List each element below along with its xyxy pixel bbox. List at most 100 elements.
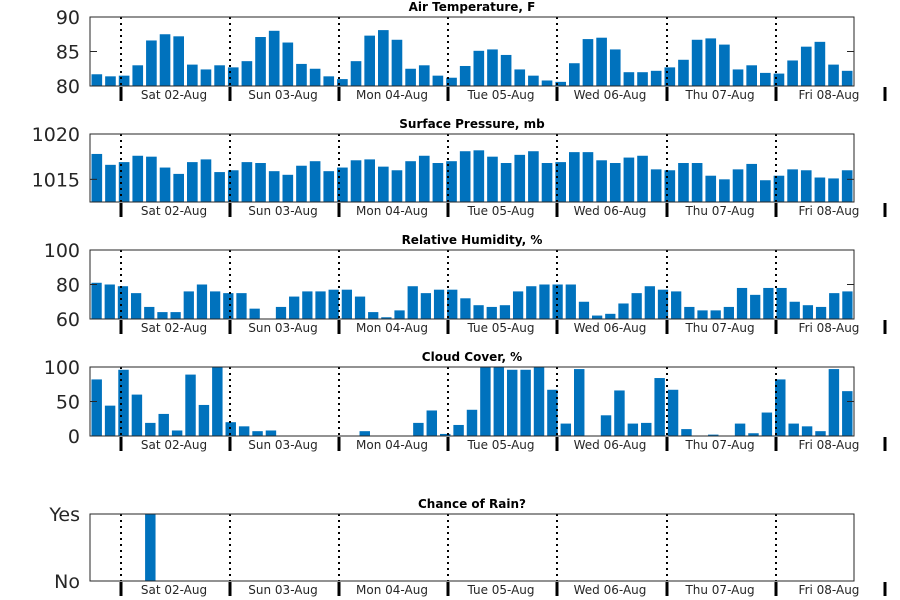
air-temperature-f-bar [418, 65, 430, 86]
cloud-cover-bar [708, 434, 719, 436]
air-temperature-f-bar [732, 69, 744, 86]
chart-title: Cloud Cover, % [422, 350, 522, 364]
relative-humidity-bar [829, 293, 840, 320]
y-tick-label: 100 [44, 240, 80, 262]
air-temperature-f-bar [841, 70, 853, 86]
day-tick-mark [665, 320, 669, 334]
cloud-cover-bar [574, 369, 585, 436]
day-tick-mark [228, 203, 232, 217]
air-temperature-f-bar [760, 72, 771, 86]
relative-humidity-bar [183, 291, 194, 319]
air-temperature-f-bar [814, 41, 826, 86]
chart-title: Air Temperature, F [409, 0, 536, 14]
surface-pressure-mb-bar [664, 170, 676, 202]
day-tick-mark [228, 437, 232, 451]
relative-humidity-bar [842, 291, 853, 319]
air-temperature-f-bar [569, 63, 580, 86]
day-tick-mark [446, 437, 450, 451]
relative-humidity-bar [341, 289, 352, 319]
relative-humidity-bar [815, 306, 827, 319]
air-temperature-f-bar [118, 75, 130, 86]
surface-pressure-mb-bar [500, 163, 512, 202]
day-label: Sun 03-Aug [248, 88, 317, 102]
day-tick-mark [119, 87, 123, 101]
chart-title: Relative Humidity, % [402, 233, 543, 247]
day-label: Sun 03-Aug [248, 438, 317, 452]
day-tick-mark [119, 320, 123, 334]
air-temperature-f-bar [705, 38, 717, 86]
cloud-cover-bar [104, 405, 116, 436]
axes-box [89, 133, 855, 203]
day-tick-mark [883, 582, 887, 596]
air-temperature-f-bar [596, 37, 607, 86]
air-temperature-f-bar [609, 49, 621, 86]
relative-humidity-bar [289, 296, 300, 319]
surface-pressure-mb-bar [309, 161, 321, 202]
cloud-cover-bar [654, 378, 665, 436]
air-temperature-f-bar [405, 68, 416, 86]
air-temperature-f-bar [309, 68, 321, 86]
air-temperature-f-bar [459, 65, 471, 86]
air-temperature-f-bar [555, 81, 566, 86]
day-label: Mon 04-Aug [356, 204, 428, 218]
relative-humidity-bar [381, 317, 392, 319]
day-tick-mark [119, 582, 123, 596]
cloud-cover-bar [520, 369, 531, 436]
relative-humidity-bar [223, 293, 234, 320]
chart-panel-4: Cloud Cover, % 0 50 100 Sat 02-Aug Sun 03-Aug… [44, 350, 887, 452]
day-tick-mark [883, 437, 887, 451]
surface-pressure-mb-bar [418, 155, 430, 202]
surface-pressure-mb-bar [159, 167, 171, 202]
relative-humidity-bar [196, 284, 208, 319]
surface-pressure-mb-bar [91, 153, 103, 202]
day-tick-mark [774, 203, 778, 217]
day-tick-mark [446, 203, 450, 217]
air-temperature-f-bar [691, 39, 703, 86]
day-label: Wed 06-Aug [574, 88, 647, 102]
cloud-cover-bar [533, 367, 545, 436]
relative-humidity-bar [697, 310, 708, 320]
y-tick-label: 85 [56, 42, 80, 64]
day-tick-mark [337, 203, 341, 217]
air-temperature-f-bar [828, 64, 839, 86]
air-temperature-f-bar [773, 73, 785, 86]
air-temperature-f-bar [623, 72, 635, 86]
relative-humidity-bar [710, 310, 721, 320]
day-label: Tue 05-Aug [466, 583, 534, 597]
day-tick-mark [555, 320, 559, 334]
y-tick-label: 60 [56, 309, 80, 331]
surface-pressure-mb-bar [650, 169, 662, 202]
relative-humidity-bar [328, 289, 339, 319]
surface-pressure-mb-bar [459, 151, 471, 202]
day-tick-mark [665, 582, 669, 596]
cloud-cover-bar [265, 430, 277, 436]
day-label: Tue 05-Aug [466, 438, 534, 452]
air-temperature-f-bar [132, 65, 144, 86]
surface-pressure-mb-bar [487, 156, 498, 202]
cloud-cover-bar [801, 426, 813, 436]
cloud-cover-bar [359, 431, 370, 436]
day-label: Tue 05-Aug [466, 204, 534, 218]
axes-box [89, 513, 855, 582]
surface-pressure-mb-bar [146, 156, 157, 202]
surface-pressure-mb-bar [637, 155, 648, 202]
cloud-cover-bar [466, 409, 478, 436]
day-label: Sun 03-Aug [248, 321, 317, 335]
chart-panel-1: Air Temperature, F 80 85 90 Sat 02-Aug Sun 03… [56, 0, 887, 102]
surface-pressure-mb-bar [241, 162, 253, 202]
day-tick-mark [228, 87, 232, 101]
day-tick-mark [337, 582, 341, 596]
day-label: Mon 04-Aug [356, 438, 428, 452]
day-label: Fri 08-Aug [799, 438, 860, 452]
surface-pressure-mb-bar [596, 160, 607, 202]
y-tick-label: 1015 [32, 169, 80, 191]
surface-pressure-mb-bar [296, 165, 307, 202]
cloud-cover-bar [480, 367, 491, 436]
air-temperature-f-bar [432, 75, 444, 86]
day-label: Thu 07-Aug [684, 321, 754, 335]
day-tick-mark [555, 87, 559, 101]
air-temperature-f-bar [105, 76, 116, 86]
day-tick-mark [883, 203, 887, 217]
y-tick-label: No [54, 571, 80, 593]
day-label: Thu 07-Aug [684, 438, 754, 452]
